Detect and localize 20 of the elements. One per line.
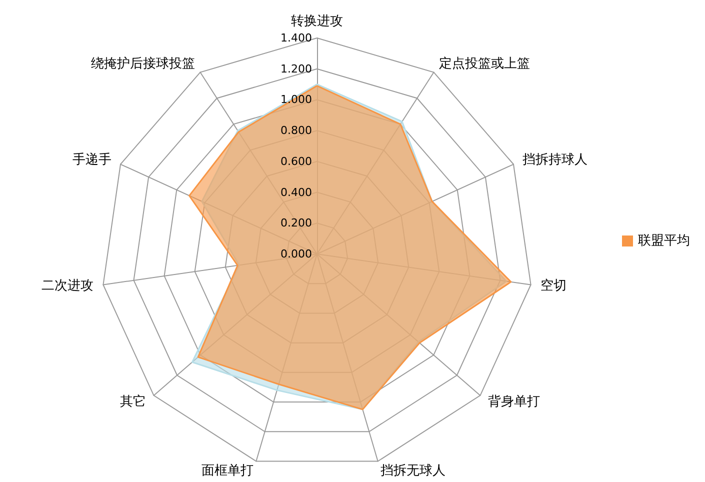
spoke-label: 空切 xyxy=(540,278,567,294)
spoke-label: 二次进攻 xyxy=(41,278,94,294)
y-tick-label: 0.600 xyxy=(280,154,312,168)
y-tick-label: 0.000 xyxy=(280,248,312,260)
spoke-label: 手递手 xyxy=(72,152,112,168)
spoke-label: 挡拆无球人 xyxy=(380,463,446,478)
y-tick-label: 1.400 xyxy=(280,32,312,44)
y-tick-label: 0.200 xyxy=(280,216,312,230)
y-tick-label: 0.800 xyxy=(280,124,312,138)
spoke-label: 绕掩护后接球投篮 xyxy=(90,56,195,72)
spoke-label: 背身单打 xyxy=(488,394,540,410)
legend-label: 联盟平均 xyxy=(638,234,690,248)
spoke-label: 面框单打 xyxy=(201,463,254,478)
y-tick-label: 1.000 xyxy=(280,93,312,106)
y-tick-label: 0.400 xyxy=(280,186,312,199)
spoke-label: 其它 xyxy=(120,394,146,410)
spoke-label: 转换进攻 xyxy=(291,14,343,29)
spoke-label: 挡拆持球人 xyxy=(522,152,588,168)
y-tick-label: 1.200 xyxy=(280,62,312,76)
spoke-label: 定点投篮或上篮 xyxy=(439,56,530,72)
